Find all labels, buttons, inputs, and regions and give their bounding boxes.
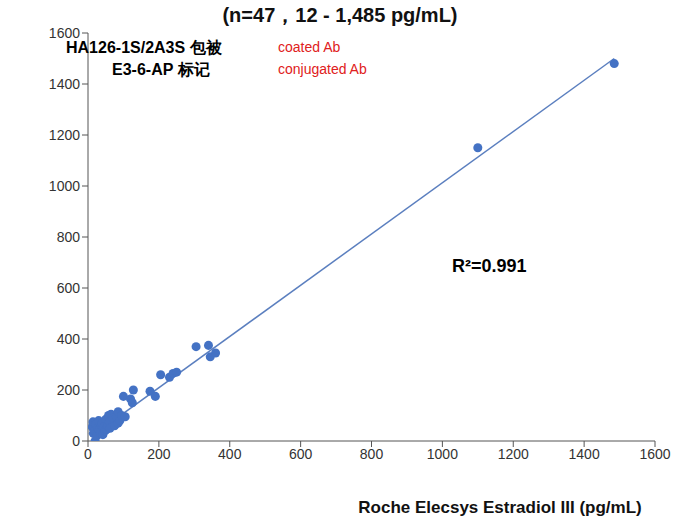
svg-text:1400: 1400: [49, 76, 80, 92]
html-text:Roche Elecsys Estradiol III (p: Roche Elecsys Estradiol III (pg/mL): [358, 498, 642, 517]
svg-text:200: 200: [147, 446, 171, 462]
html-text:R²=0.991: R²=0.991: [452, 256, 527, 276]
svg-text:1000: 1000: [49, 178, 80, 194]
svg-text:1000: 1000: [427, 446, 458, 462]
html-text:(n=47，12 - 1,485 pg/mL): (n=47，12 - 1,485 pg/mL): [222, 4, 458, 26]
svg-text:1200: 1200: [498, 446, 529, 462]
html-text:conjugated Ab: conjugated Ab: [278, 61, 367, 77]
svg-text:800: 800: [360, 446, 384, 462]
html-text:E3-6-AP 标记: E3-6-AP 标记: [112, 61, 210, 78]
svg-text:1600: 1600: [639, 446, 670, 462]
svg-text:1400: 1400: [569, 446, 600, 462]
svg-text:600: 600: [57, 280, 81, 296]
svg-text:0: 0: [72, 433, 80, 449]
svg-text:400: 400: [57, 331, 81, 347]
html-text:coated Ab: coated Ab: [278, 39, 341, 55]
svg-text:600: 600: [289, 446, 313, 462]
svg-text:400: 400: [218, 446, 242, 462]
svg-text:1200: 1200: [49, 127, 80, 143]
html-text:HA126-1S/2A3S 包被: HA126-1S/2A3S 包被: [66, 39, 222, 56]
svg-text:200: 200: [57, 382, 81, 398]
svg-text:800: 800: [57, 229, 81, 245]
svg-text:1600: 1600: [49, 25, 80, 41]
svg-text:0: 0: [84, 446, 92, 462]
